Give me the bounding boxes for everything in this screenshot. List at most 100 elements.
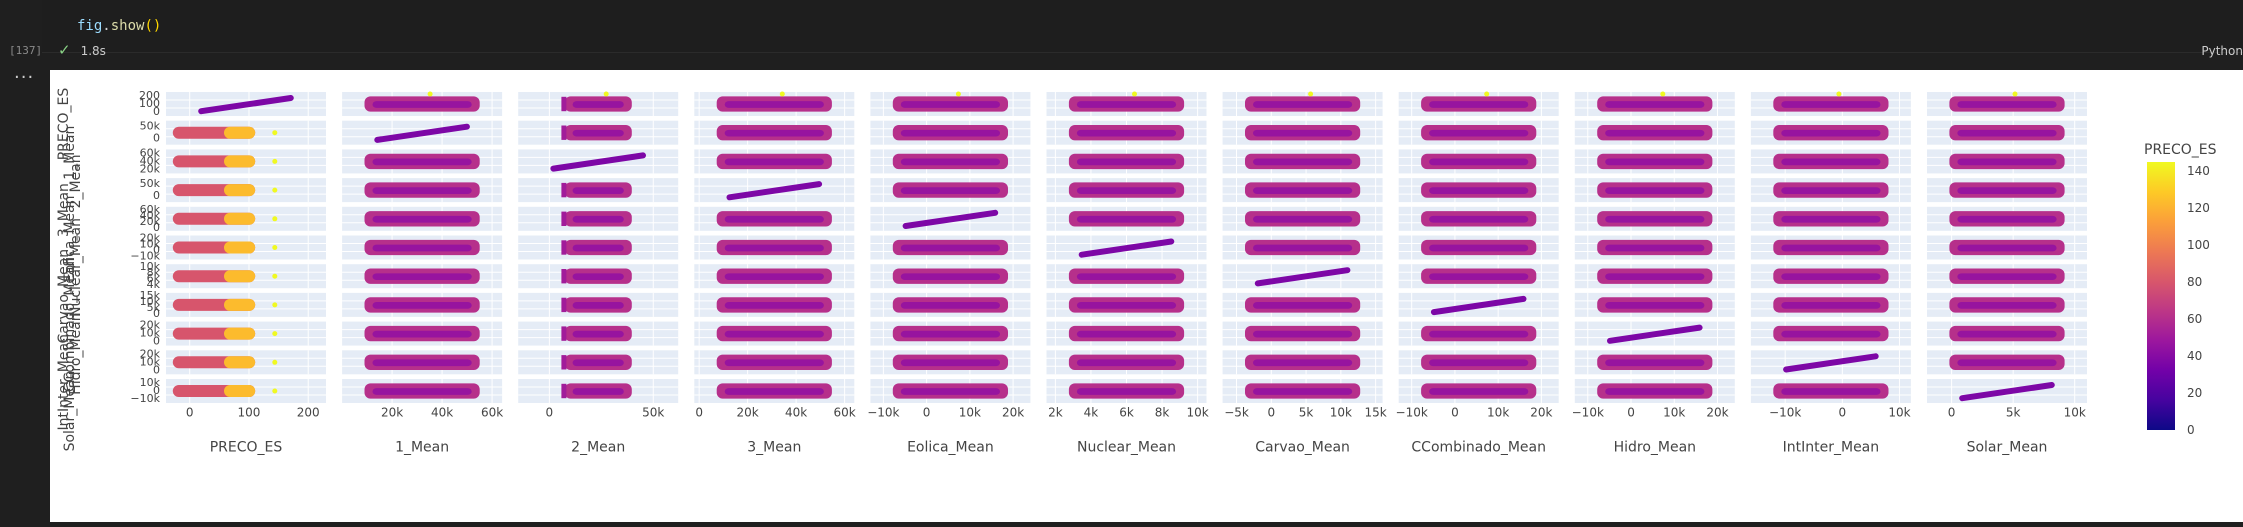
point-cloud-core (724, 330, 824, 338)
panel-1_Mean-vs-Solar_Mean (1927, 120, 2087, 145)
point-cloud-core (372, 187, 472, 194)
diagonal-band (374, 123, 470, 143)
x-tick-label: −10k (1396, 406, 1428, 420)
point-cloud-core (900, 187, 1000, 194)
x-tick-label: 60k (833, 406, 855, 420)
x-tick-label: 15k (1365, 406, 1387, 420)
point-cloud-core (1253, 244, 1353, 252)
point-cloud-core (572, 215, 624, 223)
panel-2_Mean-vs-Solar_Mean (1927, 149, 2087, 174)
panel-3_Mean-vs-Eolica_Mean (870, 178, 1031, 203)
diagonal-band (550, 152, 646, 172)
panel-Nuclear_Mean-vs-IntInter_Mean (1750, 235, 1911, 260)
diagonal-band (1783, 353, 1879, 373)
x-tick-label: 60k (481, 406, 503, 420)
outlier-point (272, 331, 278, 337)
panel-Hidro_Mean-vs-Solar_Mean (1927, 321, 2087, 346)
point-cloud-core (1957, 101, 2057, 108)
code-line[interactable]: fig.show() (77, 18, 162, 34)
x-tick-label: 100 (238, 406, 261, 420)
panel-IntInter_Mean-vs-1_Mean (342, 350, 503, 375)
scatter-matrix-chart[interactable]: 0100200050k20k40k60k050k020k40k60k−10k01… (50, 70, 2243, 522)
x-tick-label: 8k (1155, 406, 1170, 420)
panel-Nuclear_Mean-vs-CCombinado_Mean (1398, 235, 1559, 260)
point-cloud-core (1253, 388, 1353, 395)
panel-IntInter_Mean-vs-Eolica_Mean (870, 350, 1031, 375)
notebook-code-cell[interactable]: fig.show() (42, 0, 2243, 53)
diagonal-band (1430, 295, 1527, 316)
colorbar-tick-label: 20 (2187, 386, 2202, 400)
point-cloud-core (724, 359, 824, 367)
panel-2_Mean-vs-1_Mean (342, 149, 503, 174)
point-cloud-core (1076, 359, 1177, 367)
outlier-point (1484, 91, 1490, 97)
panel-Hidro_Mean-vs-Hidro_Mean (1574, 321, 1735, 346)
panel-Carvao_Mean-vs-Carvao_Mean (1222, 264, 1383, 289)
panel-Hidro_Mean-vs-3_Mean (694, 321, 855, 346)
y-tick-label: 0 (153, 384, 160, 397)
panel-Eolica_Mean-vs-1_Mean (342, 206, 503, 231)
point-cloud-core (1781, 273, 1881, 281)
y-tick-label: 50k (140, 120, 161, 133)
more-icon[interactable]: ... (14, 62, 35, 83)
x-tick-label: 200 (297, 406, 320, 420)
panel-PRECO_ES-vs-2_Mean (518, 91, 679, 116)
point-cloud-core (1076, 388, 1177, 395)
y-tick-label: 100 (139, 97, 160, 110)
x-tick-label: 5k (1299, 406, 1314, 420)
x-tick-label: 20k (1706, 406, 1728, 420)
diagonal-band (1078, 238, 1175, 258)
panel-1_Mean-vs-PRECO_ES (166, 120, 326, 145)
diagonal-band (1607, 324, 1703, 344)
y-tick-label: −10k (130, 250, 160, 263)
x-axis-title: 2_Mean (571, 440, 625, 456)
panel-3_Mean-vs-Hidro_Mean (1574, 178, 1735, 203)
point-cloud-core (1605, 273, 1705, 281)
x-tick-label: 20k (1530, 406, 1552, 420)
point-cloud-core (1253, 359, 1353, 367)
outlier-point (272, 187, 278, 193)
point-cloud-left (561, 96, 567, 112)
point-cloud-core (1781, 187, 1881, 194)
point-cloud-core (1076, 215, 1177, 223)
point-cloud-core (1605, 302, 1705, 309)
point-cloud-core (900, 359, 1000, 367)
panel-2_Mean-vs-Nuclear_Mean (1046, 149, 1207, 174)
y-tick-label: 10k (140, 260, 161, 273)
point-cloud-core (572, 129, 624, 137)
point-cloud-core (1957, 330, 2057, 338)
row-label: Solar_Mean (62, 371, 78, 452)
diagonal-band (1254, 267, 1351, 287)
x-tick-label: 0 (1839, 406, 1847, 420)
y-tick-label: 40k (140, 154, 161, 167)
panel-PRECO_ES-vs-PRECO_ES (166, 92, 326, 116)
x-tick-label: 0 (1627, 406, 1635, 420)
panel-1_Mean-vs-3_Mean (694, 120, 855, 145)
point-cloud-left (561, 326, 567, 341)
y-tick-label: 15k (140, 289, 161, 302)
point-cloud-core (1605, 129, 1705, 137)
colorbar-title: PRECO_ES (2144, 142, 2217, 158)
point-cloud-core (1253, 215, 1353, 223)
panel-IntInter_Mean-vs-PRECO_ES (166, 350, 326, 375)
panel-Nuclear_Mean-vs-Nuclear_Mean (1046, 235, 1207, 260)
panel-Carvao_Mean-vs-Eolica_Mean (870, 264, 1031, 289)
y-tick-label: 20k (140, 232, 161, 245)
kernel-label[interactable]: Python (2201, 44, 2243, 58)
panel-PRECO_ES-vs-3_Mean (694, 91, 855, 116)
colorbar-tick-label: 60 (2187, 312, 2202, 326)
panel-PRECO_ES-vs-1_Mean (342, 91, 503, 116)
y-tick-label: 4k (147, 278, 161, 291)
x-tick-label: 10k (2064, 406, 2086, 420)
panel-Eolica_Mean-vs-Eolica_Mean (870, 206, 1031, 231)
outlier-point (955, 91, 961, 97)
diagonal-band (902, 209, 999, 229)
point-cloud-core (724, 273, 824, 281)
panel-Nuclear_Mean-vs-Hidro_Mean (1574, 235, 1735, 260)
row-label: Nuclear_Mean (68, 218, 84, 317)
point-cloud-core (1429, 388, 1529, 395)
row-label: PRECO_ES (56, 88, 72, 161)
x-axis-title: Nuclear_Mean (1077, 440, 1176, 456)
point-cloud-core (372, 273, 472, 281)
panel-PRECO_ES-vs-IntInter_Mean (1750, 91, 1911, 116)
